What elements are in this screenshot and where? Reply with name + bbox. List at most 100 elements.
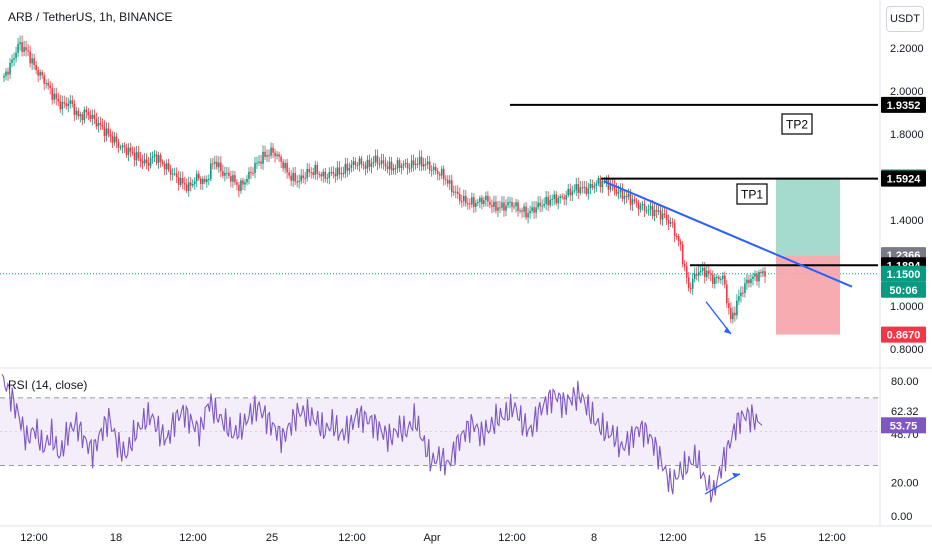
candle-body [29, 51, 31, 64]
candle-body [224, 172, 226, 176]
candle-body [434, 166, 437, 171]
candle-body [736, 300, 738, 316]
time-tick-label: 12:00 [818, 532, 846, 544]
candle-body [575, 184, 578, 191]
candle-body [266, 155, 268, 157]
currency-button[interactable]: USDT [886, 6, 924, 32]
candle-body [324, 171, 327, 179]
candle-body [368, 159, 371, 167]
candle-body [471, 197, 473, 205]
candle-body [175, 173, 178, 178]
candle-body [705, 270, 708, 278]
candle-body [687, 277, 690, 288]
candle-body [125, 147, 128, 155]
candle-body [322, 171, 325, 177]
candle-body [280, 156, 282, 162]
candle-body [673, 222, 676, 237]
candle-body [286, 163, 288, 173]
candle-body [605, 179, 608, 182]
candle-body [157, 155, 160, 163]
candle-body [284, 163, 286, 169]
candle-body [195, 173, 198, 182]
candle-body [378, 163, 381, 165]
candle-body [278, 154, 280, 157]
candle-body [25, 47, 27, 51]
candle-body [677, 236, 680, 242]
candle-body [352, 161, 355, 165]
price-badge-text: 1.9352 [887, 100, 921, 112]
candle-body [191, 183, 194, 186]
candle-body [9, 62, 11, 75]
candle-body [699, 270, 702, 273]
candle-body [549, 199, 551, 206]
candle-body [756, 273, 758, 282]
candle-body [103, 126, 106, 136]
candle-body [553, 194, 555, 200]
candle-body [220, 162, 222, 172]
candle-body [436, 170, 439, 174]
candle-body [513, 206, 515, 208]
candle-body [667, 219, 670, 224]
candle-body [746, 279, 748, 284]
candle-body [306, 168, 308, 179]
time-tick-label: 18 [110, 532, 122, 544]
candle-body [728, 303, 730, 309]
candle-body [362, 164, 365, 166]
candle-body [344, 163, 347, 174]
candle-body [477, 201, 479, 204]
time-tick-label: 12:00 [179, 532, 207, 544]
candle-body [760, 272, 762, 274]
candle-body [491, 205, 493, 207]
candle-body [17, 44, 19, 53]
time-tick-label: 8 [591, 532, 597, 544]
candle-body [360, 158, 363, 165]
candle-body [59, 101, 62, 110]
candle-body [448, 180, 451, 184]
candle-body [569, 188, 572, 196]
candle-body [342, 173, 345, 175]
candle-body [511, 201, 513, 207]
candle-body [718, 276, 720, 280]
candle-body [456, 191, 459, 195]
candle-body [703, 267, 706, 278]
candle-body [734, 312, 736, 316]
candle-body [210, 163, 212, 179]
candle-body [79, 114, 82, 117]
candle-body [599, 177, 602, 188]
candle-body [623, 196, 626, 199]
divergence-arrowhead-rsi [732, 472, 740, 478]
candle-body [97, 123, 100, 127]
rsi-indicator-title[interactable]: RSI (14, close) [8, 378, 88, 392]
time-tick-label: 12:00 [338, 532, 366, 544]
candle-body [73, 104, 76, 115]
candle-body [404, 162, 407, 164]
candle-body [119, 147, 122, 149]
candle-body [326, 177, 329, 179]
rsi-badge-bg [881, 417, 926, 434]
candle-body [689, 287, 692, 289]
candle-body [701, 267, 704, 271]
candle-body [748, 279, 750, 284]
candle-body [252, 172, 254, 174]
candle-body [444, 179, 447, 181]
candle-body [83, 109, 86, 121]
candle-body [695, 273, 698, 276]
candle-body [396, 160, 399, 169]
candle-body [268, 155, 270, 157]
candle-body [7, 71, 9, 75]
candle-body [655, 210, 658, 212]
candle-body [503, 202, 505, 211]
candle-body [418, 156, 421, 165]
annotation-text: TP2 [786, 118, 808, 132]
candle-body [726, 284, 728, 304]
candle-body [3, 75, 5, 78]
candle-body [402, 163, 405, 166]
candle-body [63, 101, 66, 104]
candle-body [161, 161, 164, 164]
candle-body [555, 194, 557, 204]
candle-body [663, 213, 666, 215]
candle-body [177, 177, 180, 185]
time-axis: 12:00 18 12:00 25 12:00 Apr 12:00 8 12:00 15 12:00 [20, 532, 846, 544]
candle-body [679, 241, 682, 245]
